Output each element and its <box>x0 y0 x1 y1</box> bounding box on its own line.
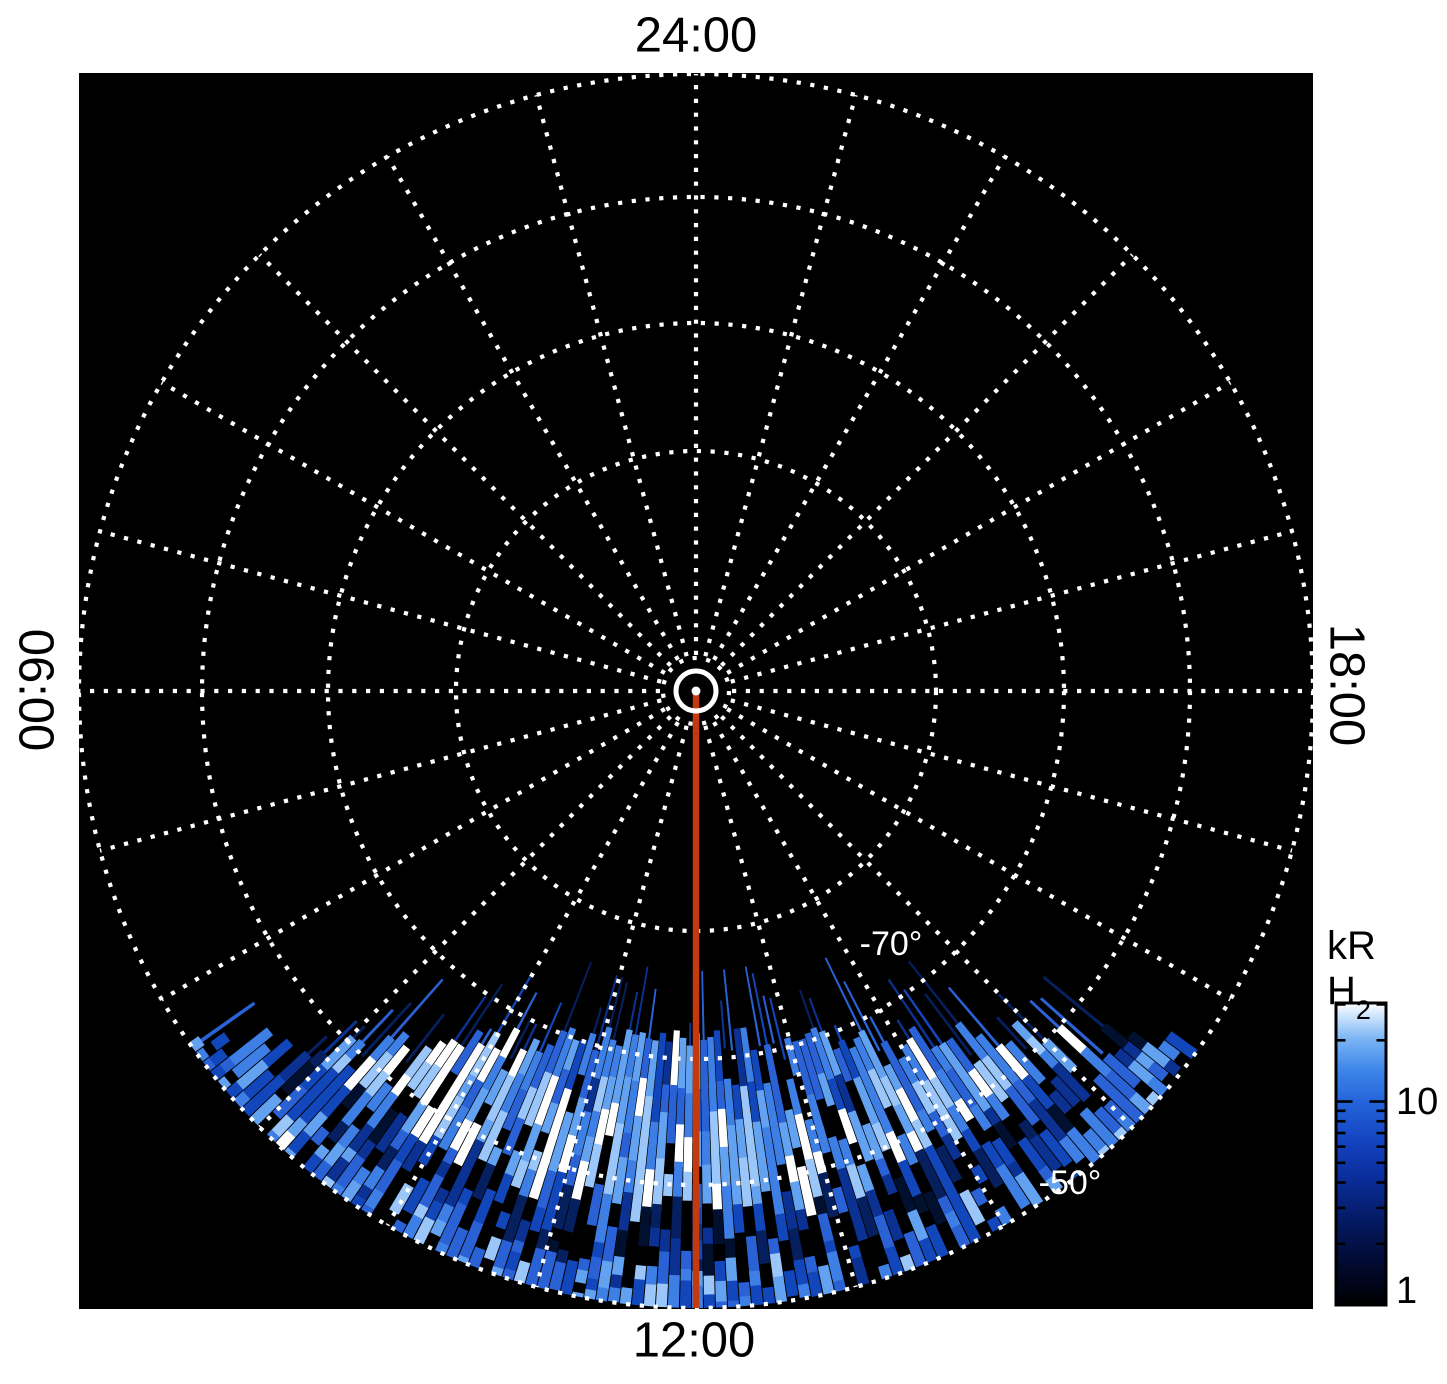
pole-center-dot <box>691 686 701 696</box>
time-label-2400: 24:00 <box>634 8 758 63</box>
colorbar-title: kR H2 <box>1327 924 1407 1025</box>
aurora-emission-layer <box>187 957 1200 1308</box>
time-label-1200: 12:00 <box>632 1313 756 1368</box>
latitude-label-minus50: -50° <box>1038 1164 1102 1202</box>
colorbar-tick-label-1: 1 <box>1396 1270 1418 1312</box>
time-label-0600: 06:00 <box>8 628 63 752</box>
pole-ring <box>673 668 719 714</box>
latitude-label-minus70: -70° <box>859 925 923 963</box>
colorbar-title-subscript: 2 <box>1355 995 1371 1025</box>
colorbar-title-main: kR H <box>1327 924 1376 1013</box>
time-label-1800: 18:00 <box>1319 623 1374 747</box>
colorbar-tick-label-10: 10 <box>1396 1080 1439 1123</box>
colorbar <box>1334 1001 1388 1307</box>
